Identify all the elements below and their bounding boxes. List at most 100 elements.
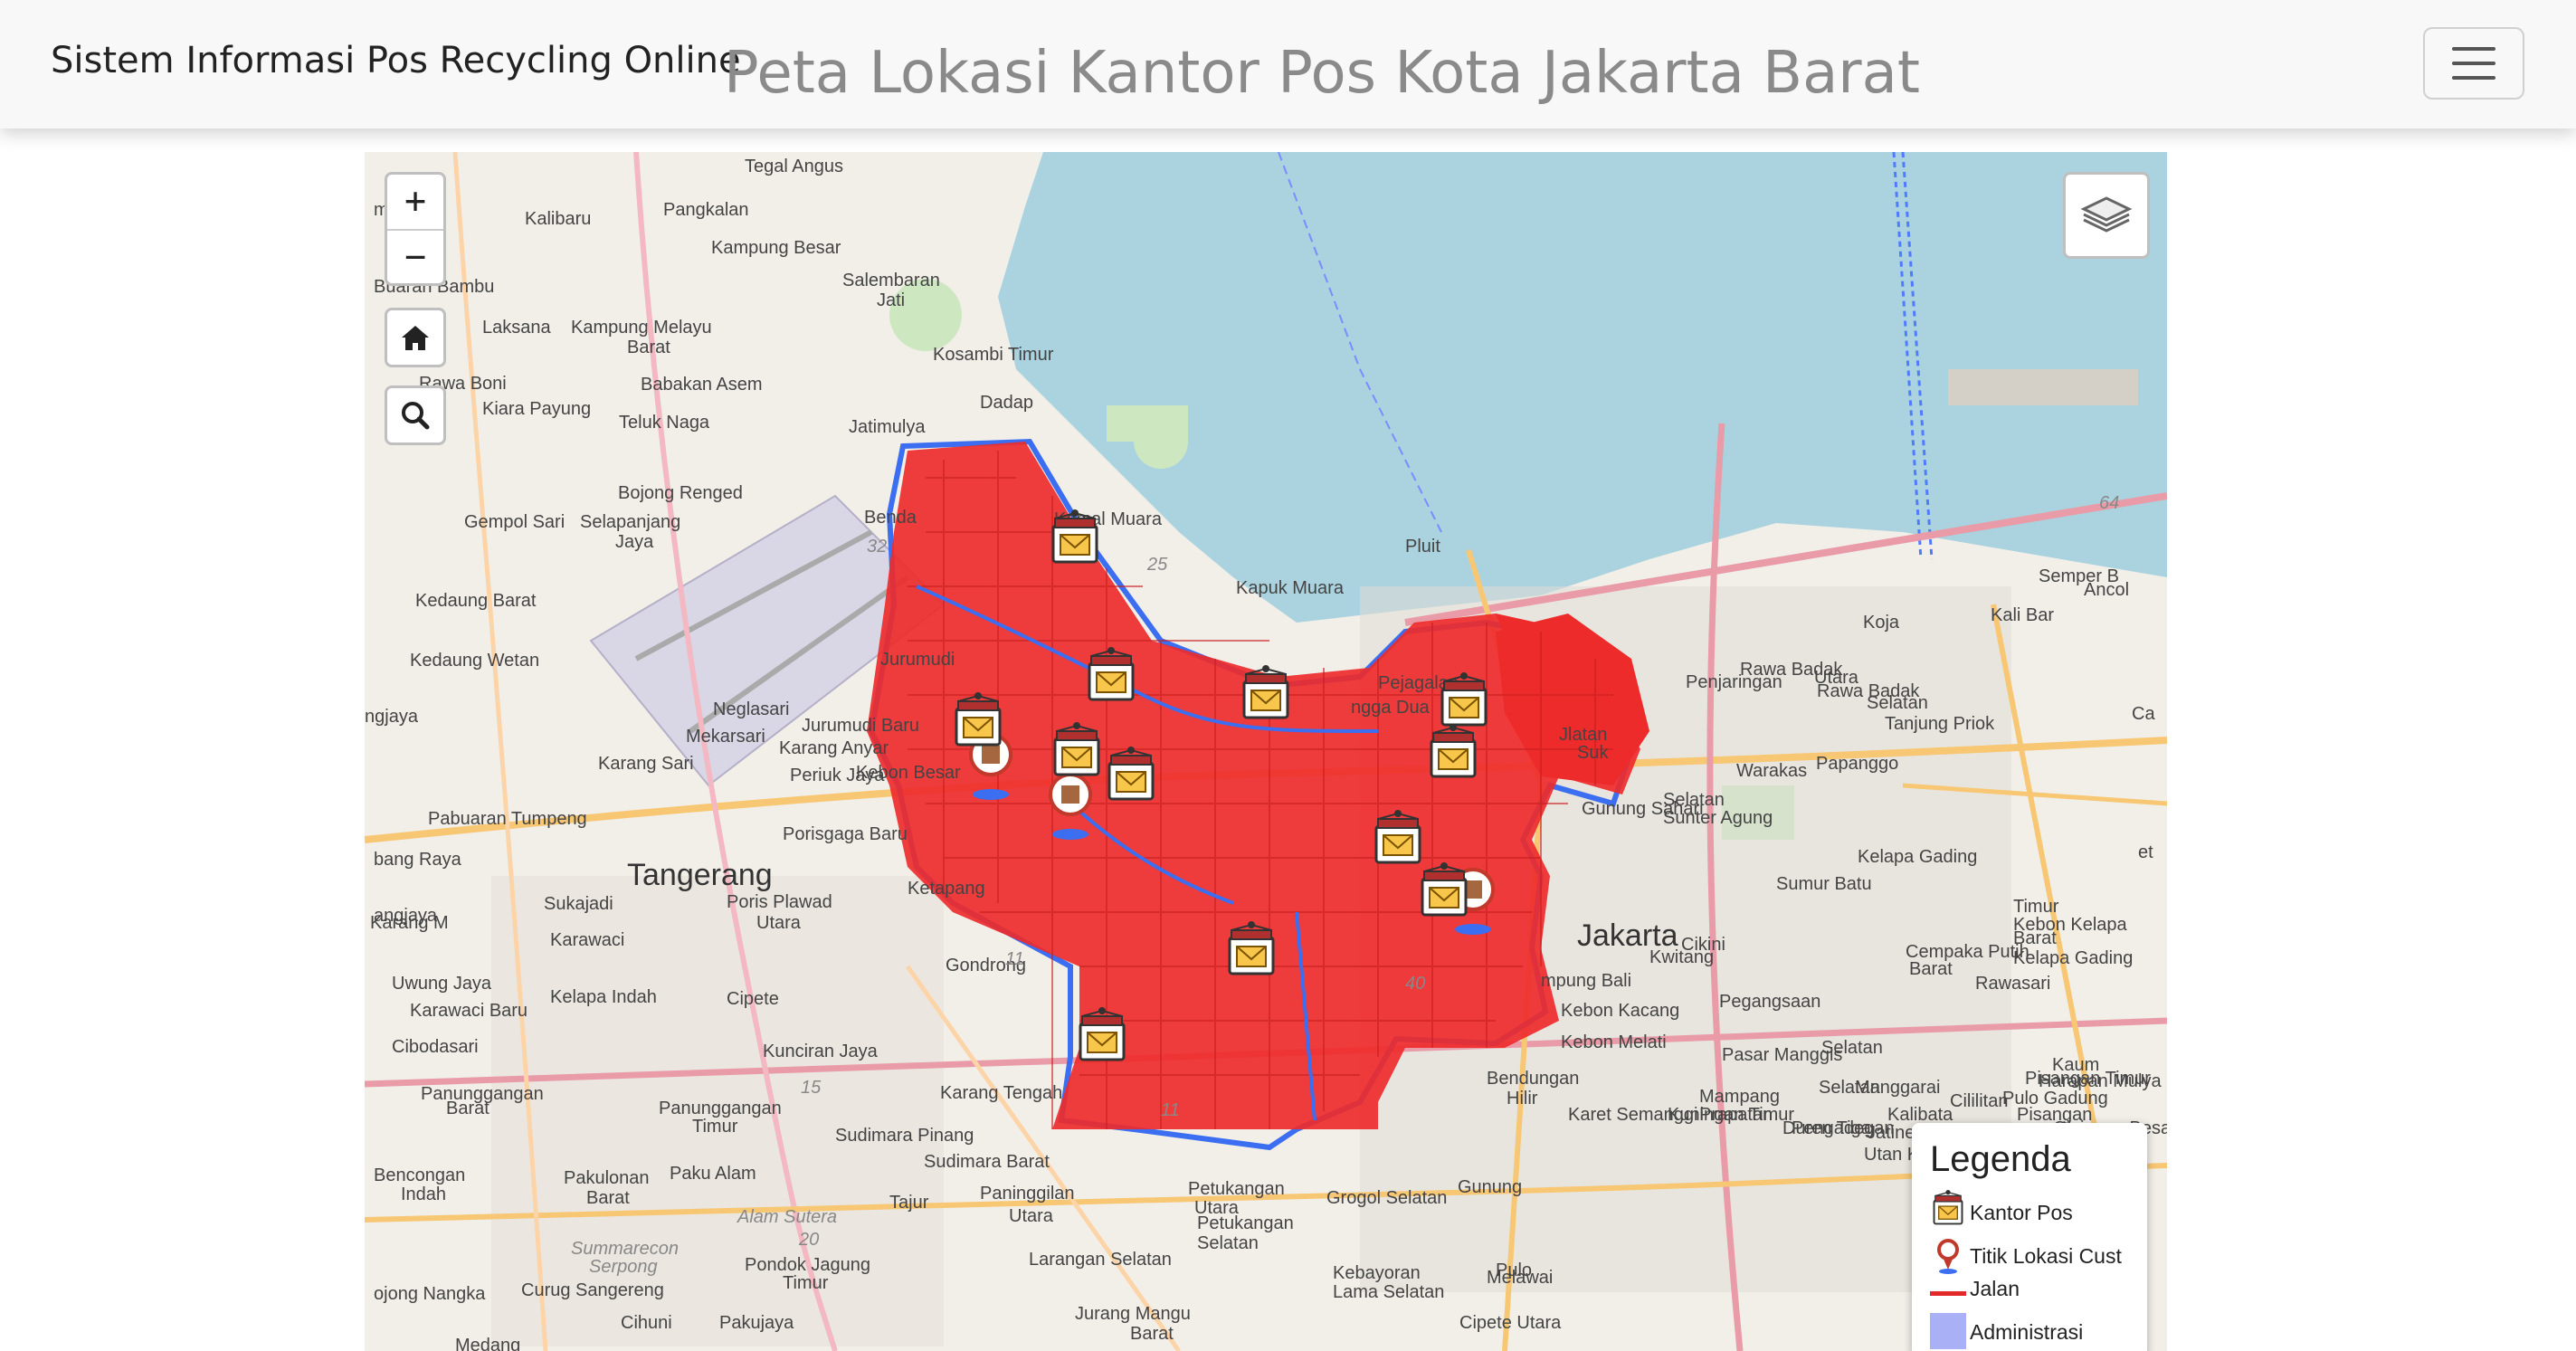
place-label: Porisgaga Baru bbox=[783, 824, 908, 844]
place-label: Pakujaya bbox=[719, 1313, 794, 1333]
road-number-label: 15 bbox=[801, 1078, 822, 1098]
place-label: Pasar Manggis bbox=[1722, 1045, 1842, 1065]
search-button[interactable] bbox=[385, 385, 446, 445]
place-label: Cipete Utara bbox=[1459, 1313, 1562, 1333]
place-label: Pisangan Timur bbox=[2025, 1069, 2151, 1089]
place-label: Lama Selatan bbox=[1333, 1282, 1444, 1302]
place-label: Ca bbox=[2132, 704, 2155, 724]
place-label: Selatan bbox=[1867, 693, 1928, 713]
zoom-out-button[interactable]: − bbox=[404, 236, 427, 278]
place-label: Karang Sari bbox=[598, 754, 694, 774]
place-label: Bendungan bbox=[1487, 1069, 1579, 1089]
navbar-brand[interactable]: Sistem Informasi Pos Recycling Online bbox=[51, 40, 741, 81]
place-label: Pondok Jagung bbox=[745, 1255, 870, 1275]
post-office-marker[interactable] bbox=[1374, 808, 1421, 864]
place-label: Pisangan bbox=[2017, 1105, 2092, 1125]
place-label: Tajur bbox=[889, 1193, 929, 1213]
place-label: Babakan Asem bbox=[641, 375, 763, 395]
legend-label: Administrasi bbox=[1970, 1320, 2084, 1344]
place-label: Serpong bbox=[589, 1257, 658, 1277]
hamburger-icon-bar bbox=[2452, 62, 2495, 65]
place-label: Paninggilan bbox=[980, 1184, 1075, 1204]
post-office-marker[interactable] bbox=[1107, 745, 1155, 801]
sea-area bbox=[998, 152, 2167, 623]
place-label: Bojong Renged bbox=[618, 483, 743, 503]
navbar-toggler-button[interactable] bbox=[2423, 27, 2524, 100]
place-label: Cempaka Putih bbox=[1906, 942, 2029, 962]
layers-control-button[interactable] bbox=[2063, 172, 2150, 259]
place-label: Sudimara Barat bbox=[924, 1152, 1050, 1172]
place-label: Kapuk Muara bbox=[1236, 578, 1345, 598]
place-label: Timur bbox=[692, 1117, 738, 1137]
location-pin-icon bbox=[1937, 1239, 1959, 1274]
layers-icon bbox=[2080, 196, 2133, 233]
place-label: Ancol bbox=[2084, 580, 2129, 600]
post-office-marker[interactable] bbox=[1430, 722, 1477, 778]
place-label: Indah bbox=[401, 1185, 446, 1204]
place-label: Utara bbox=[1194, 1198, 1240, 1218]
post-office-marker[interactable] bbox=[955, 690, 1002, 747]
post-office-marker[interactable] bbox=[1440, 671, 1488, 727]
post-office-marker[interactable] bbox=[1088, 645, 1135, 701]
place-label: Cihuni bbox=[621, 1313, 672, 1333]
place-label: Prapatan bbox=[1699, 1105, 1773, 1125]
place-label: Kwitang bbox=[1649, 947, 1714, 967]
place-label: Kaum bbox=[2052, 1055, 2099, 1075]
legend-label: Jalan bbox=[1970, 1277, 2020, 1300]
place-label: Rawasari bbox=[1975, 974, 2050, 994]
place-label: Jati bbox=[877, 290, 905, 310]
place-label: Sumur Batu bbox=[1776, 874, 1872, 894]
post-office-marker[interactable] bbox=[1228, 919, 1275, 975]
post-office-marker[interactable] bbox=[1051, 508, 1098, 564]
place-label: Gunung Sahari bbox=[1582, 799, 1704, 819]
place-label: ngga Dua bbox=[1351, 698, 1431, 718]
zoom-in-button[interactable]: + bbox=[387, 175, 443, 231]
legend-label: Kantor Pos bbox=[1970, 1201, 2073, 1224]
place-label: Selatan bbox=[1821, 1038, 1883, 1058]
place-label: Kosambi Timur bbox=[933, 345, 1054, 365]
place-label: Panunggangan bbox=[659, 1099, 782, 1118]
markers-layer bbox=[955, 508, 1495, 1061]
post-office-icon bbox=[1933, 1190, 1963, 1225]
home-button[interactable] bbox=[385, 308, 446, 367]
place-label: Semper B bbox=[2039, 566, 2119, 586]
place-label: Jaya bbox=[615, 532, 654, 552]
place-label: Kelapa Gading bbox=[2013, 948, 2133, 968]
place-label: Neglasari bbox=[713, 699, 789, 719]
place-label: Jatimulya bbox=[849, 417, 926, 437]
place-label: Kebon Melati bbox=[1561, 1032, 1667, 1052]
place-label: Koja bbox=[1863, 613, 1900, 633]
post-office-marker[interactable] bbox=[1053, 720, 1100, 776]
place-label: Utara bbox=[1009, 1206, 1054, 1226]
place-label: Grogol Selatan bbox=[1326, 1188, 1447, 1208]
place-label: Kebon Kacang bbox=[1561, 1001, 1679, 1021]
post-office-marker[interactable] bbox=[1242, 663, 1289, 719]
post-office-marker[interactable] bbox=[1079, 1005, 1126, 1061]
place-label: ngjaya bbox=[365, 707, 419, 727]
place-label: Mekarsari bbox=[686, 727, 765, 747]
place-label: Karang Anyar bbox=[779, 738, 889, 758]
place-label: Harapan Mulya bbox=[2039, 1071, 2163, 1091]
map-container[interactable]: Tegal AngusPangkalanKalibarumatKampung B… bbox=[365, 152, 2167, 1351]
road-network-layer bbox=[867, 442, 1649, 1129]
place-label: Melawai bbox=[1487, 1268, 1553, 1288]
place-label: Selatan bbox=[1819, 1078, 1880, 1098]
road-number-label: 11 bbox=[1005, 949, 1024, 969]
place-label: Uwung Jaya bbox=[392, 974, 492, 994]
hamburger-icon-bar bbox=[2452, 47, 2495, 51]
place-label: Jurumudi Baru bbox=[802, 716, 919, 736]
place-label: Teluk Naga bbox=[619, 413, 710, 433]
map-legend: Legenda Kantor Pos Titik Lokasi Cust Jal… bbox=[1912, 1123, 2147, 1351]
place-label: Tangerang bbox=[627, 858, 773, 892]
post-office-marker[interactable] bbox=[1421, 861, 1468, 917]
place-label: Kali Bar bbox=[1991, 605, 2054, 625]
place-label: Karawaci bbox=[550, 930, 624, 950]
place-label: Poris Plawad bbox=[727, 892, 832, 912]
place-label: Duren Tiga bbox=[1782, 1118, 1872, 1138]
road-number-label: 25 bbox=[1146, 555, 1168, 575]
place-label: Sunter Agung bbox=[1663, 808, 1773, 828]
place-label: Pegangsaan bbox=[1719, 992, 1820, 1012]
customer-location-marker[interactable] bbox=[1049, 773, 1092, 842]
legend-item-admin: Administrasi bbox=[1930, 1309, 2147, 1349]
place-label: Pangkalan bbox=[663, 200, 749, 220]
